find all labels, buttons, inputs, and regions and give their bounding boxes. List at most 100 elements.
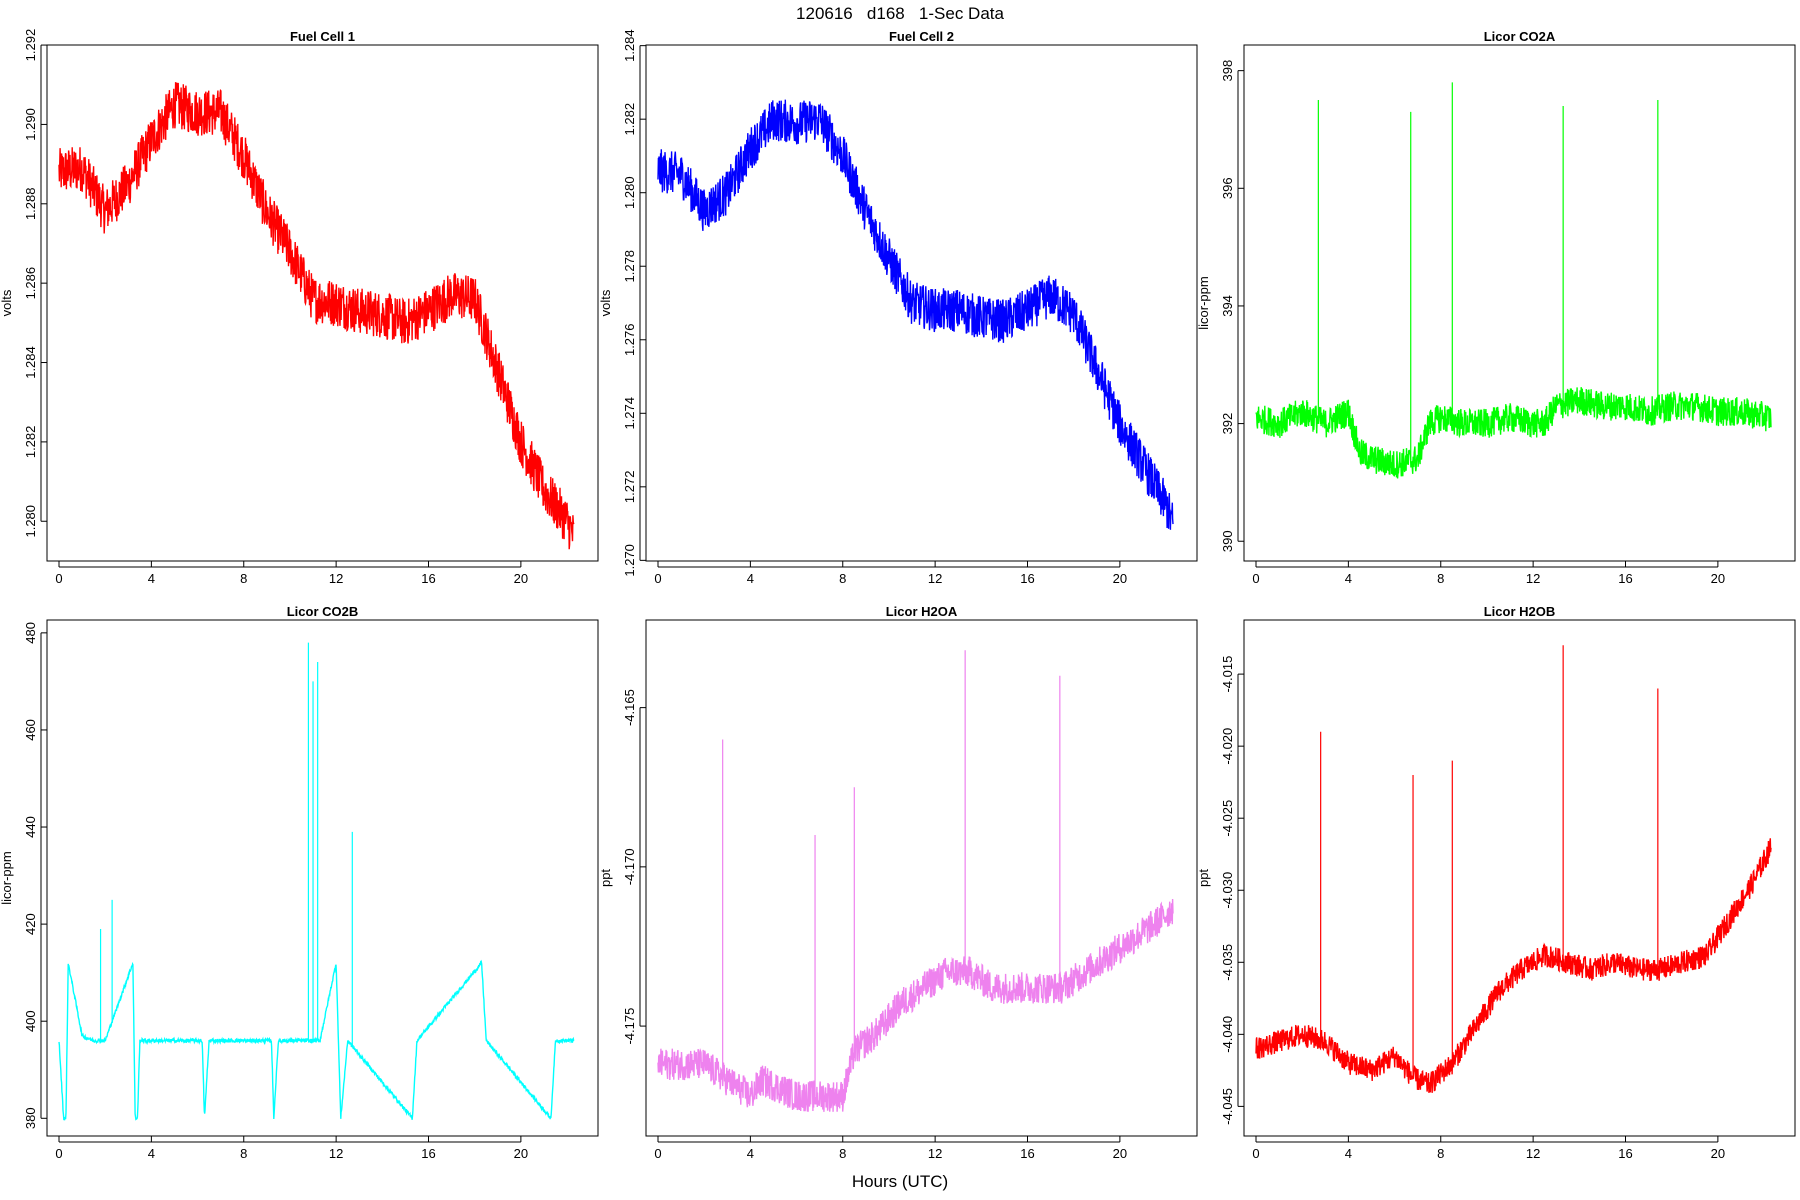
- y-tick-label: 420: [23, 913, 38, 935]
- chart-panel: Licor CO2B licor-ppm 0 4 8 12 16 20 380 400 420 440…: [0, 604, 599, 1161]
- x-tick-label: 8: [839, 571, 846, 586]
- x-tick-label: 16: [421, 571, 435, 586]
- x-tick-label: 16: [421, 1146, 435, 1161]
- chart-title: Fuel Cell 1: [290, 29, 355, 44]
- x-tick-label: 16: [1618, 1146, 1632, 1161]
- x-tick-label: 8: [839, 1146, 846, 1161]
- y-tick-label: 394: [1220, 295, 1235, 317]
- y-tick-label: 390: [1220, 530, 1235, 552]
- x-tick-label: 4: [1345, 571, 1352, 586]
- x-tick-label: 8: [1437, 1146, 1444, 1161]
- y-tick-label: -4.015: [1220, 656, 1235, 693]
- y-axis-label: volts: [598, 289, 613, 316]
- y-tick-label: -4.045: [1220, 1088, 1235, 1125]
- x-tick-label: 16: [1618, 571, 1632, 586]
- x-tick-label: 4: [747, 571, 754, 586]
- x-tick-label: 4: [148, 1146, 155, 1161]
- x-tick-label: 4: [148, 571, 155, 586]
- y-axis-label: licor-ppm: [0, 851, 14, 904]
- plot-frame: [46, 44, 599, 562]
- x-tick-label: 20: [1113, 571, 1127, 586]
- x-tick-label: 12: [1526, 571, 1540, 586]
- y-tick-label: 1.280: [622, 176, 637, 209]
- chart-panel: Fuel Cell 1 volts 0 4 8 12 16 20 1.280 1.282 1.284…: [0, 29, 599, 586]
- y-axis-label: licor-ppm: [1196, 276, 1211, 329]
- x-tick-label: 12: [928, 1146, 942, 1161]
- y-tick-label: 1.276: [622, 323, 637, 356]
- series-line: [1255, 387, 1772, 479]
- chart-title: Licor CO2B: [287, 604, 359, 619]
- y-tick-label: 380: [23, 1107, 38, 1129]
- x-tick-label: 12: [329, 571, 343, 586]
- x-tick-label: 20: [1711, 571, 1725, 586]
- x-tick-label: 4: [1345, 1146, 1352, 1161]
- y-tick-label: -4.030: [1220, 872, 1235, 909]
- y-tick-label: 1.274: [622, 397, 637, 430]
- x-tick-label: 8: [240, 1146, 247, 1161]
- y-tick-label: 1.290: [23, 108, 38, 141]
- x-tick-label: 0: [55, 571, 62, 586]
- x-tick-label: 20: [1711, 1146, 1725, 1161]
- y-tick-label: 398: [1220, 60, 1235, 82]
- series-line: [58, 959, 575, 1121]
- x-tick-label: 20: [514, 571, 528, 586]
- plot-frame: [645, 44, 1198, 562]
- chart-panel: Licor H2OB ppt 0 4 8 12 16 20 -4.015 -4.020 -4.025…: [1196, 604, 1796, 1161]
- y-tick-label: 1.280: [23, 505, 38, 538]
- plot-frame: [645, 619, 1198, 1137]
- x-tick-label: 12: [928, 571, 942, 586]
- chart-title: Licor H2OA: [886, 604, 958, 619]
- y-tick-label: 440: [23, 816, 38, 838]
- y-tick-label: -4.035: [1220, 944, 1235, 981]
- x-tick-label: 12: [329, 1146, 343, 1161]
- x-tick-label: 0: [1252, 1146, 1259, 1161]
- y-tick-label: -4.020: [1220, 728, 1235, 765]
- x-tick-label: 20: [1113, 1146, 1127, 1161]
- y-tick-label: 1.288: [23, 188, 38, 221]
- x-tick-label: 0: [654, 1146, 661, 1161]
- y-tick-label: 1.284: [23, 346, 38, 379]
- x-axis-label: Hours (UTC): [851, 1172, 949, 1191]
- x-tick-label: 8: [240, 571, 247, 586]
- chart-panel: Fuel Cell 2 volts 0 4 8 12 16 20 1.270 1.272 1.274…: [598, 29, 1198, 586]
- x-tick-label: 4: [747, 1146, 754, 1161]
- series-line: [58, 82, 575, 550]
- y-tick-label: 460: [23, 719, 38, 741]
- y-tick-label: 1.282: [23, 426, 38, 459]
- y-tick-label: 1.286: [23, 267, 38, 300]
- y-tick-label: 396: [1220, 177, 1235, 199]
- y-axis-label: ppt: [598, 869, 613, 887]
- x-tick-label: 0: [55, 1146, 62, 1161]
- x-tick-label: 20: [514, 1146, 528, 1161]
- y-tick-label: -4.040: [1220, 1016, 1235, 1053]
- chart-title: Licor CO2A: [1484, 29, 1556, 44]
- x-tick-label: 8: [1437, 571, 1444, 586]
- plot-frame: [1243, 619, 1796, 1137]
- chart-title: Licor H2OB: [1484, 604, 1556, 619]
- chart-title: Fuel Cell 2: [889, 29, 954, 44]
- chart-panel: Licor H2OA ppt 0 4 8 12 16 20 -4.165 -4.170 -4.175: [598, 604, 1198, 1161]
- y-tick-label: 1.278: [622, 250, 637, 283]
- page-title: 120616 d168 1-Sec Data: [796, 4, 1004, 23]
- y-tick-label: 1.292: [23, 29, 38, 62]
- x-tick-label: 16: [1020, 571, 1034, 586]
- y-tick-label: 1.270: [622, 544, 637, 577]
- chart-panel: Licor CO2A licor-ppm 0 4 8 12 16 20 390 392 394 396…: [1196, 29, 1796, 586]
- x-tick-label: 0: [654, 571, 661, 586]
- y-tick-label: 1.282: [622, 103, 637, 136]
- y-tick-label: 392: [1220, 413, 1235, 435]
- y-tick-label: -4.165: [622, 689, 637, 726]
- y-axis-label: ppt: [1196, 869, 1211, 887]
- y-axis-label: volts: [0, 289, 14, 316]
- y-tick-label: 480: [23, 622, 38, 644]
- series-line: [1255, 838, 1772, 1093]
- x-tick-label: 12: [1526, 1146, 1540, 1161]
- x-tick-label: 0: [1252, 571, 1259, 586]
- y-tick-label: -4.175: [622, 1008, 637, 1045]
- x-tick-label: 16: [1020, 1146, 1034, 1161]
- y-tick-label: 1.272: [622, 471, 637, 504]
- y-tick-label: 400: [23, 1010, 38, 1032]
- y-tick-label: -4.170: [622, 848, 637, 885]
- plot-frame: [46, 619, 599, 1137]
